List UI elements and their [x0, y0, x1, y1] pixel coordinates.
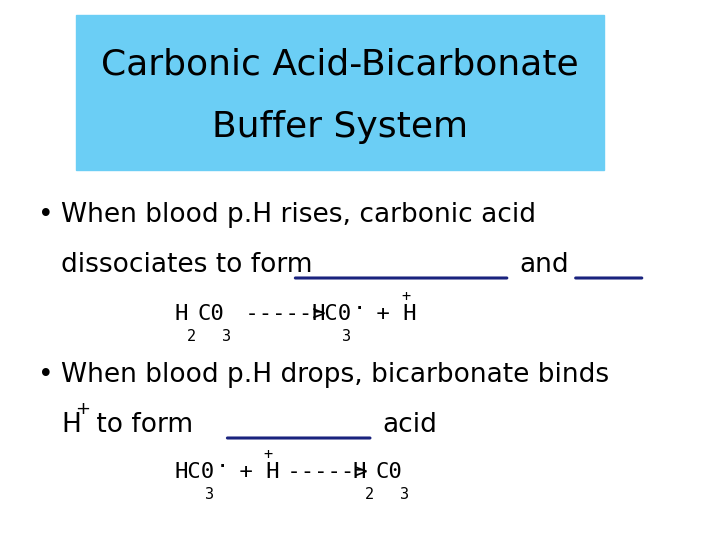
FancyBboxPatch shape: [76, 15, 604, 170]
Text: 3: 3: [400, 487, 409, 502]
Text: 3: 3: [204, 487, 214, 502]
Text: H: H: [174, 304, 188, 324]
Text: •: •: [37, 202, 53, 228]
Text: •: •: [37, 362, 53, 388]
Text: dissociates to form: dissociates to form: [61, 252, 313, 278]
Text: ·: ·: [216, 457, 230, 477]
Text: 2: 2: [187, 328, 196, 343]
Text: acid: acid: [382, 412, 437, 438]
Text: +: +: [76, 400, 91, 418]
Text: H: H: [61, 412, 81, 438]
Text: + H: + H: [364, 304, 417, 324]
Text: When blood p.H drops, bicarbonate binds: When blood p.H drops, bicarbonate binds: [61, 362, 609, 388]
Text: When blood p.H rises, carbonic acid: When blood p.H rises, carbonic acid: [61, 202, 536, 228]
Text: HC0: HC0: [312, 304, 351, 324]
Text: to form: to form: [88, 412, 193, 438]
Text: and: and: [519, 252, 569, 278]
Text: ----->: ----->: [232, 304, 339, 324]
Text: + H: + H: [225, 462, 279, 482]
Text: Carbonic Acid-Bicarbonate: Carbonic Acid-Bicarbonate: [101, 48, 579, 82]
Text: +: +: [264, 447, 272, 462]
Text: C0: C0: [376, 462, 402, 482]
Text: ·: ·: [353, 299, 366, 319]
Text: ----->: ----->: [274, 462, 381, 482]
Text: 3: 3: [222, 328, 231, 343]
Text: C0: C0: [197, 304, 224, 324]
Text: 3: 3: [341, 328, 351, 343]
Text: HC0: HC0: [174, 462, 215, 482]
Text: 2: 2: [365, 487, 374, 502]
Text: H: H: [353, 462, 366, 482]
Text: Buffer System: Buffer System: [212, 110, 468, 144]
Text: +: +: [401, 288, 410, 303]
